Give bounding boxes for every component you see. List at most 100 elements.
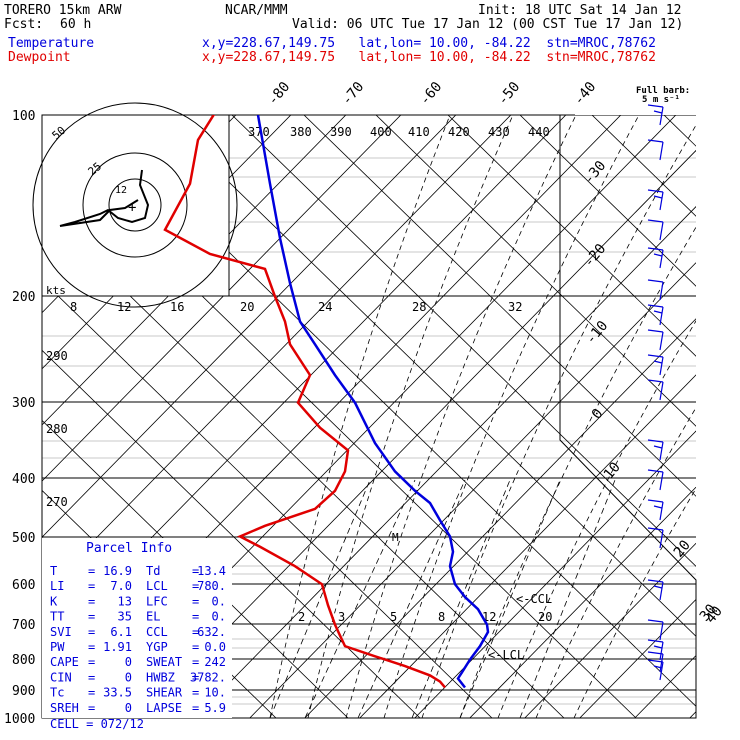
parcel-key: Tc: [50, 686, 64, 700]
wind-barb-flag: [653, 360, 663, 364]
pressure-tick-label: 600: [12, 578, 35, 593]
wind-barb-flag: [647, 659, 664, 663]
dry-adiabat: [414, 430, 696, 718]
moist-adiabat: [535, 406, 696, 718]
theta-label: 420: [448, 125, 470, 139]
parcel-eq: =: [192, 686, 199, 700]
theta-label: 390: [330, 125, 352, 139]
wind-barb-staff: [659, 641, 664, 661]
pressure-tick-label: 1000: [4, 712, 35, 727]
parcel-value: 0: [125, 701, 132, 715]
hodograph-ring: [108, 178, 162, 232]
hodograph-center: +: [128, 200, 136, 216]
parcel-value: 242: [204, 655, 226, 669]
pressure-tick-label: 800: [12, 653, 35, 668]
parcel-eq: =: [88, 701, 95, 715]
mixing-ratio-line: [411, 479, 511, 718]
theta-label: 370: [248, 125, 270, 139]
parcel-eq: =: [88, 625, 95, 639]
skewed-isotherm: [42, 419, 349, 718]
parcel-value: 5.9: [204, 701, 226, 715]
wind-barb-staff: [659, 356, 664, 376]
forecast-hour: 60 h: [60, 17, 92, 32]
hodograph-unit-label: kts: [46, 284, 66, 297]
skewed-isotherm: [42, 279, 493, 718]
moist-adiabat: [345, 115, 577, 718]
wind-barb-flag: [653, 645, 663, 649]
dewpoint-legend: Dewpoint: [8, 50, 71, 65]
parcel-key: SVI: [50, 625, 72, 639]
parcel-eq: =: [192, 655, 199, 669]
pressure-tick-label: 500: [12, 531, 35, 546]
mixing-ratio-label: 8: [438, 610, 445, 624]
hodograph-speed-tick: 16: [170, 300, 184, 314]
skewed-isotherm: [42, 349, 421, 718]
theta-label-left: 280: [46, 422, 68, 436]
wind-barb-staff: [659, 529, 664, 549]
parcel-eq: =: [192, 579, 199, 593]
skewed-isotherm: [303, 115, 696, 497]
isotherm-label-right: 0: [589, 406, 607, 423]
pressure-tick-label: 700: [12, 618, 35, 633]
parcel-eq: =: [88, 579, 95, 593]
wind-barb-staff: [659, 471, 664, 491]
parcel-value: 16.9: [103, 564, 132, 578]
parcel-value: 632.: [197, 625, 226, 639]
wind-barb-flag: [647, 304, 664, 308]
wind-barb-staff: [659, 221, 664, 241]
isotherm-label-right: -10: [583, 318, 612, 348]
dry-adiabat: [735, 75, 740, 728]
hodograph-speed-tick: 20: [240, 300, 254, 314]
pressure-tick-label: 200: [12, 290, 35, 305]
wind-barb-staff: [659, 141, 664, 161]
hodograph-speed-tick: 12: [117, 300, 131, 314]
wind-barb-staff: [659, 441, 664, 461]
parcel-key: CIN: [50, 670, 72, 684]
dry-adiabat: [469, 486, 696, 718]
parcel-eq: =: [88, 655, 95, 669]
parcel-eq: =: [88, 564, 95, 578]
parcel-value: 6.1: [110, 625, 132, 639]
parcel-key: K: [50, 594, 58, 608]
moist-adiabat: [307, 115, 514, 718]
wind-barb-flag: [653, 665, 663, 669]
mixing-ratio-line: [269, 479, 371, 718]
parcel-eq: =: [192, 701, 199, 715]
wind-barb-flag: [647, 139, 664, 143]
skewed-isotherm: [663, 115, 696, 147]
parcel-value: 10.: [204, 686, 226, 700]
parcel-key: LAPSE: [146, 701, 182, 715]
mixing-ratio-line: [519, 479, 616, 718]
wind-barb-flag: [647, 439, 664, 443]
parcel-value: 0.0: [204, 640, 226, 654]
isotherm-label-top: -60: [417, 79, 446, 109]
moist-adiabat: [497, 320, 696, 718]
parcel-key: Td: [146, 564, 160, 578]
wind-barb-staff: [659, 191, 664, 211]
wind-barb-staff: [659, 661, 664, 681]
parcel-info-box: [42, 538, 232, 718]
ccl-annotation: <-CCL: [516, 592, 552, 606]
wind-barb-staff: [659, 501, 664, 521]
isotherm-label-right: 10: [601, 459, 624, 482]
parcel-key: LFC: [146, 594, 168, 608]
isotherm-label-top: -80: [265, 79, 294, 109]
parcel-key: T: [50, 564, 57, 578]
skewed-isotherm: [159, 115, 696, 637]
parcel-value: 0.: [212, 610, 226, 624]
wind-barb-flag: [647, 379, 664, 383]
init-time: Init: 18 UTC Sat 14 Jan 12: [478, 3, 682, 18]
wind-barb-flag: [653, 505, 663, 509]
wind-barb-staff: [659, 621, 664, 641]
wind-barb-staff: [659, 106, 664, 126]
temperature-location: x,y=228.67,149.75 lat,lon= 10.00, -84.22…: [202, 36, 656, 51]
hodograph-speed-tick: 28: [412, 300, 426, 314]
isotherm-label-top: -70: [339, 79, 368, 109]
isotherm-label-right: -30: [581, 158, 610, 188]
pressure-tick-label: 100: [12, 109, 35, 124]
parcel-value: 1.91: [103, 640, 132, 654]
skewed-isotherm: [519, 115, 696, 287]
moist-adiabat: [459, 226, 696, 718]
parcel-eq: =: [192, 594, 199, 608]
parcel-eq: =: [88, 640, 95, 654]
